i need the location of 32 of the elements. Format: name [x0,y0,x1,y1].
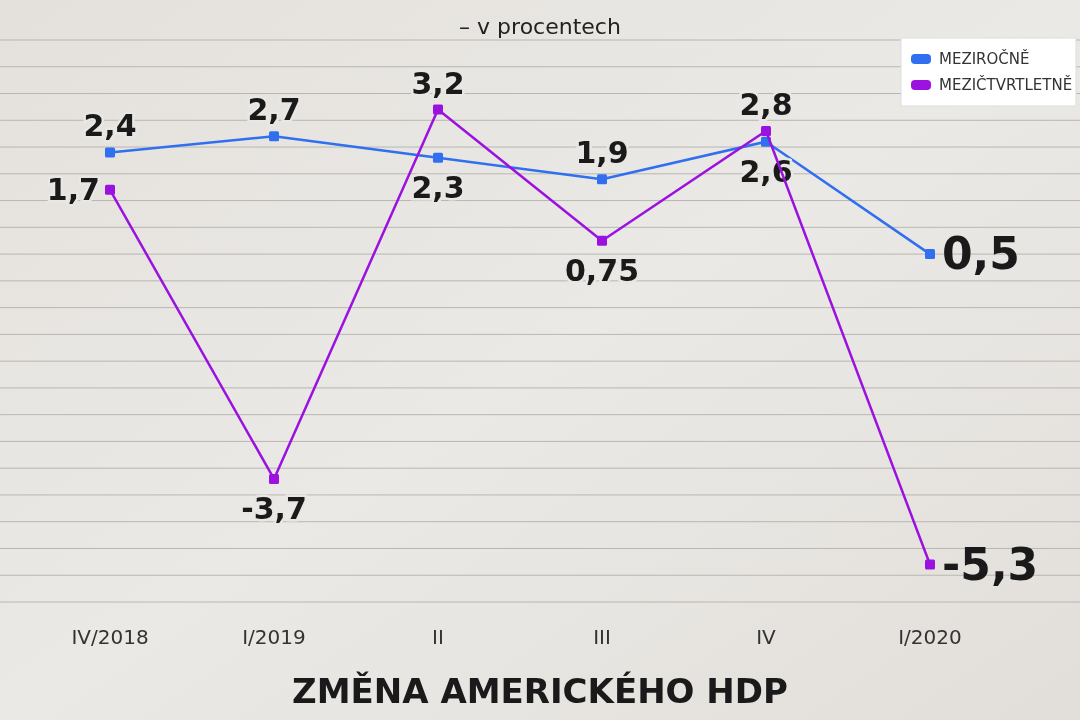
x-tick-label: III [593,625,611,649]
legend-label: MEZIROČNĚ [939,49,1030,69]
text: ZMĚNA AMERICKÉHO HDP [292,671,788,711]
point [105,184,115,195]
point [597,235,607,246]
point [761,125,771,136]
point [433,152,443,163]
data-label: 2,3 [411,169,465,205]
point [433,104,443,115]
data-label: 0,5 [942,228,1020,280]
x-tick-label: IV/2018 [71,625,149,649]
point [925,249,935,260]
x-tick-label: IV [756,625,777,649]
point [269,473,279,484]
data-label: -3,7 [241,490,307,526]
data-label: 1,7 [46,172,100,208]
point [269,131,279,142]
x-tick-label: I/2020 [898,625,962,649]
x-tick-label: II [432,625,444,649]
legend-label: MEZIČTVRTLETNĚ [939,75,1073,95]
data-label: 3,2 [411,65,465,101]
data-label: 2,8 [739,86,793,122]
x-tick-label: I/2019 [242,625,306,649]
data-label: 0,75 [564,252,640,288]
point [105,147,115,158]
data-label: 1,9 [575,135,629,171]
data-label: 2,4 [83,108,137,144]
data-label: 2,7 [247,92,301,128]
point [597,174,607,185]
point [925,559,935,570]
chart-subtitle: – v procentech [459,14,621,39]
data-label: -5,3 [942,538,1039,590]
